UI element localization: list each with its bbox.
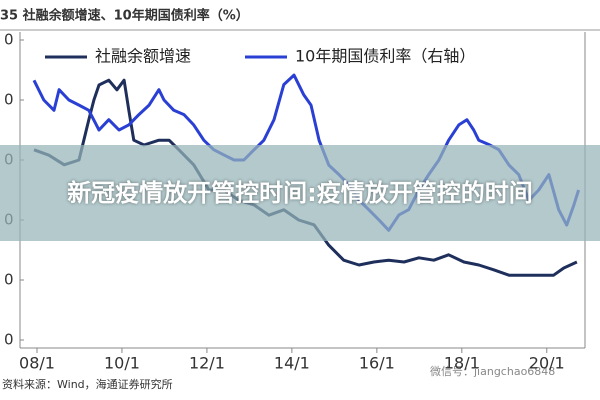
overlay-banner: 新冠疫情放开管控时间:疫情放开管控的时间 xyxy=(0,145,600,241)
x-tick-label: 20/1 xyxy=(529,354,565,373)
source-note: 资料来源：Wind，海通证券研究所 xyxy=(2,377,173,391)
x-tick-label: 08/1 xyxy=(19,354,55,373)
y-tick-label: 0 xyxy=(4,271,14,289)
legend-label: 10年期国债利率（右轴） xyxy=(295,47,475,66)
y-tick-label: 0 xyxy=(4,91,14,109)
x-tick-label: 16/1 xyxy=(359,354,395,373)
x-tick-label: 14/1 xyxy=(274,354,310,373)
x-tick-label: 18/1 xyxy=(444,354,480,373)
legend-label: 社融余额增速 xyxy=(95,47,191,66)
banner-text: 新冠疫情放开管控时间:疫情放开管控的时间 xyxy=(67,179,533,207)
chart-title: 35 社融余额增速、10年期国债利率（%） xyxy=(0,8,249,24)
y-tick-label: 0 xyxy=(4,31,14,49)
y-tick-label: 0 xyxy=(4,331,14,349)
watermark: 微信号：jiangchao6848 xyxy=(430,364,555,378)
x-tick-label: 10/1 xyxy=(104,354,140,373)
x-tick-label: 12/1 xyxy=(189,354,225,373)
